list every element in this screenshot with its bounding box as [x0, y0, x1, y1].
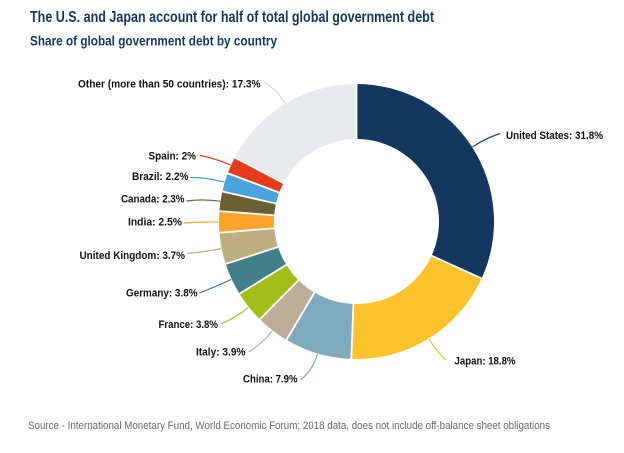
svg-text:Share of global government deb: Share of global government debt by count…: [30, 33, 277, 49]
svg-text:Brazil: 2.2%: Brazil: 2.2%: [132, 171, 189, 183]
svg-text:United Kingdom: 3.7%: United Kingdom: 3.7%: [80, 250, 186, 262]
svg-text:Canada: 2.3%: Canada: 2.3%: [121, 194, 185, 206]
svg-text:The U.S. and Japan account for: The U.S. and Japan account for half of t…: [30, 9, 434, 26]
svg-text:Other (more than 50 countries): Other (more than 50 countries): 17.3%: [78, 79, 261, 91]
svg-text:Germany: 3.8%: Germany: 3.8%: [126, 288, 198, 300]
svg-text:Japan: 18.8%: Japan: 18.8%: [455, 355, 516, 367]
svg-text:Spain: 2%: Spain: 2%: [149, 151, 197, 163]
svg-text:Italy: 3.9%: Italy: 3.9%: [196, 347, 246, 359]
svg-text:India: 2.5%: India: 2.5%: [128, 217, 182, 229]
svg-text:France: 3.8%: France: 3.8%: [159, 319, 219, 331]
svg-text:Source - International Monetar: Source - International Monetary Fund, Wo…: [28, 420, 550, 432]
svg-text:China: 7.9%: China: 7.9%: [243, 374, 298, 386]
svg-text:United States: 31.8%: United States: 31.8%: [506, 130, 603, 142]
